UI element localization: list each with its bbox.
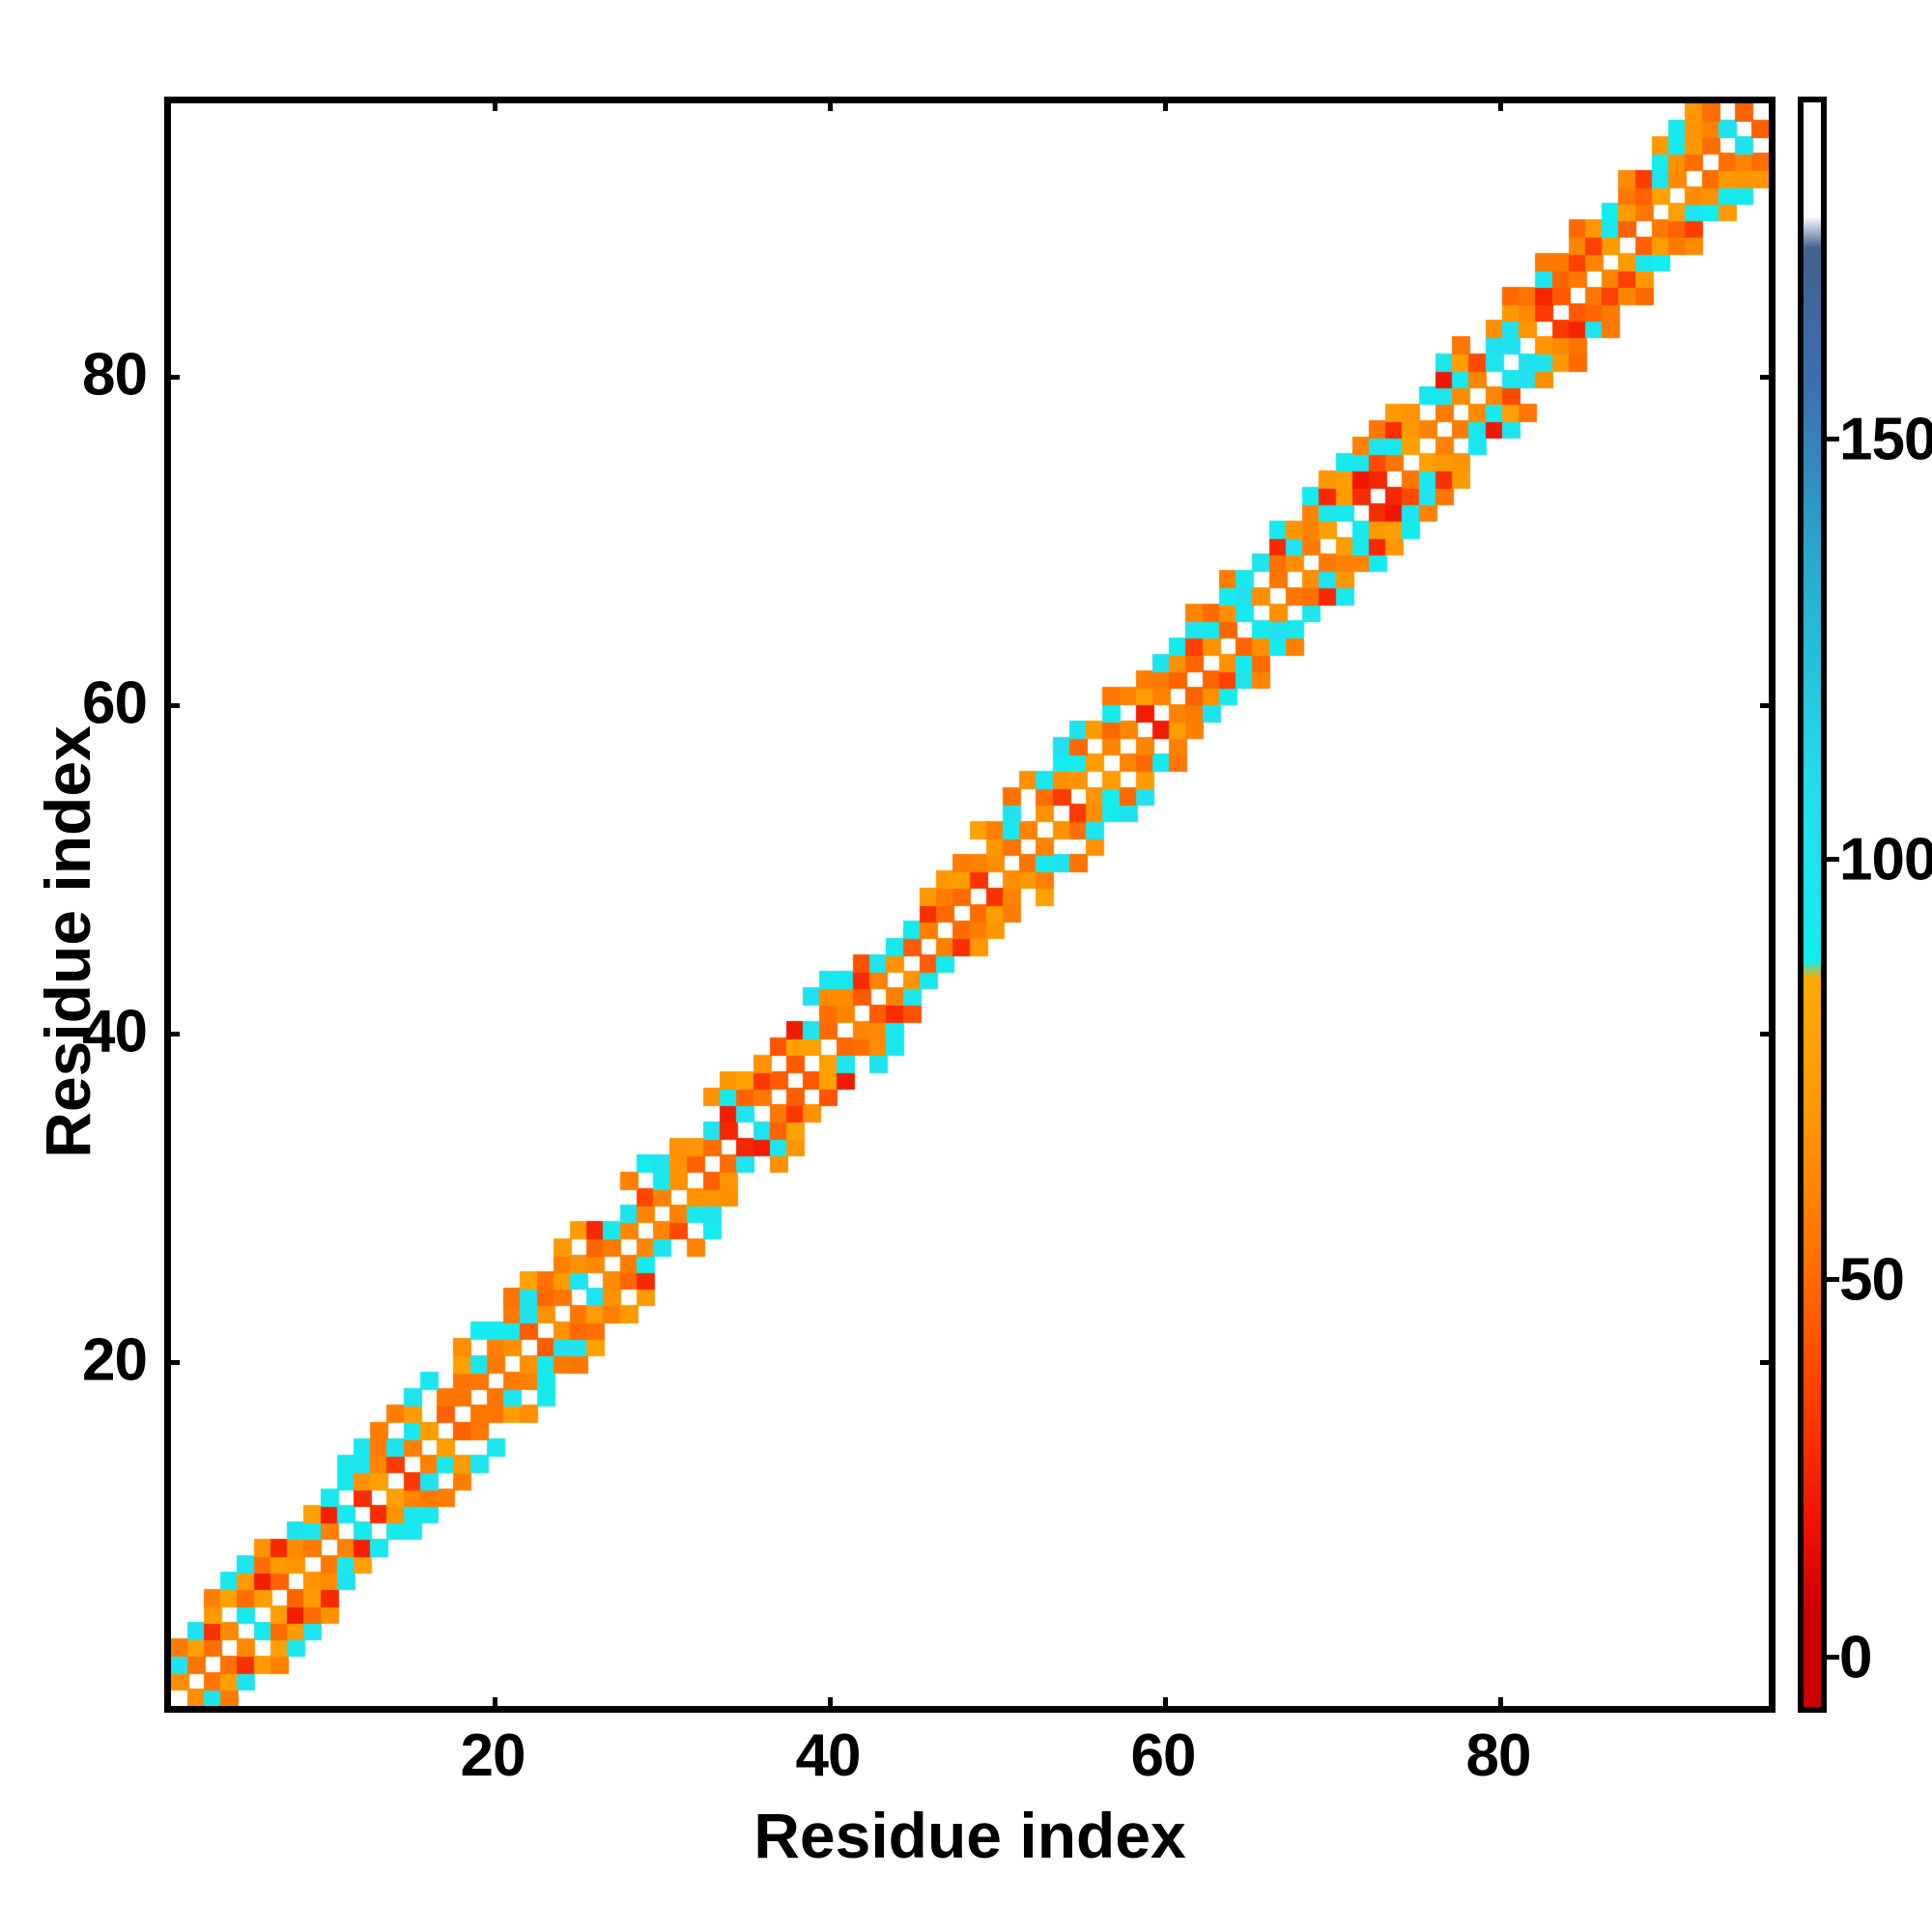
x-tick-20 — [493, 1697, 497, 1713]
colorbar-tick-50 — [1827, 1277, 1839, 1282]
x-tick-label-60: 60 — [1130, 1722, 1197, 1789]
x-tick-label-80: 80 — [1465, 1722, 1532, 1789]
x-tick-top-80 — [1498, 98, 1503, 111]
colorbar-gradient — [1804, 102, 1821, 1707]
colorbar — [1798, 97, 1827, 1713]
x-tick-top-60 — [1163, 98, 1168, 111]
x-tick-label-40: 40 — [795, 1722, 862, 1789]
colorbar-label-150: 150 — [1839, 406, 1932, 473]
x-tick-80 — [1498, 1697, 1503, 1713]
colorbar-label-50: 50 — [1839, 1246, 1905, 1314]
y-tick-60 — [164, 703, 180, 708]
y-tick-right-80 — [1760, 375, 1774, 380]
y-tick-label-20: 20 — [82, 1326, 148, 1394]
x-tick-top-20 — [493, 98, 497, 111]
colorbar-label-100: 100 — [1839, 826, 1932, 894]
colorbar-tick-150 — [1827, 437, 1839, 441]
y-axis-label: Residue index — [32, 725, 103, 1158]
y-tick-label-80: 80 — [82, 341, 148, 409]
heatmap-cells — [171, 103, 1769, 1706]
x-tick-top-40 — [828, 98, 833, 111]
x-tick-40 — [828, 1697, 833, 1713]
colorbar-label-0: 0 — [1839, 1624, 1872, 1691]
heatmap-plot-area — [164, 97, 1776, 1713]
y-tick-label-60: 60 — [82, 669, 148, 737]
colorbar-tick-100 — [1827, 857, 1839, 862]
y-tick-label-40: 40 — [82, 998, 148, 1065]
y-tick-right-40 — [1760, 1032, 1774, 1037]
y-tick-20 — [164, 1360, 180, 1365]
x-tick-60 — [1163, 1697, 1168, 1713]
colorbar-tick-0 — [1827, 1655, 1839, 1660]
x-axis-label: Residue index — [753, 1800, 1186, 1871]
y-tick-right-20 — [1760, 1360, 1774, 1365]
y-tick-80 — [164, 375, 180, 380]
y-tick-40 — [164, 1032, 180, 1037]
x-tick-label-20: 20 — [460, 1722, 526, 1789]
y-tick-right-60 — [1760, 703, 1774, 708]
